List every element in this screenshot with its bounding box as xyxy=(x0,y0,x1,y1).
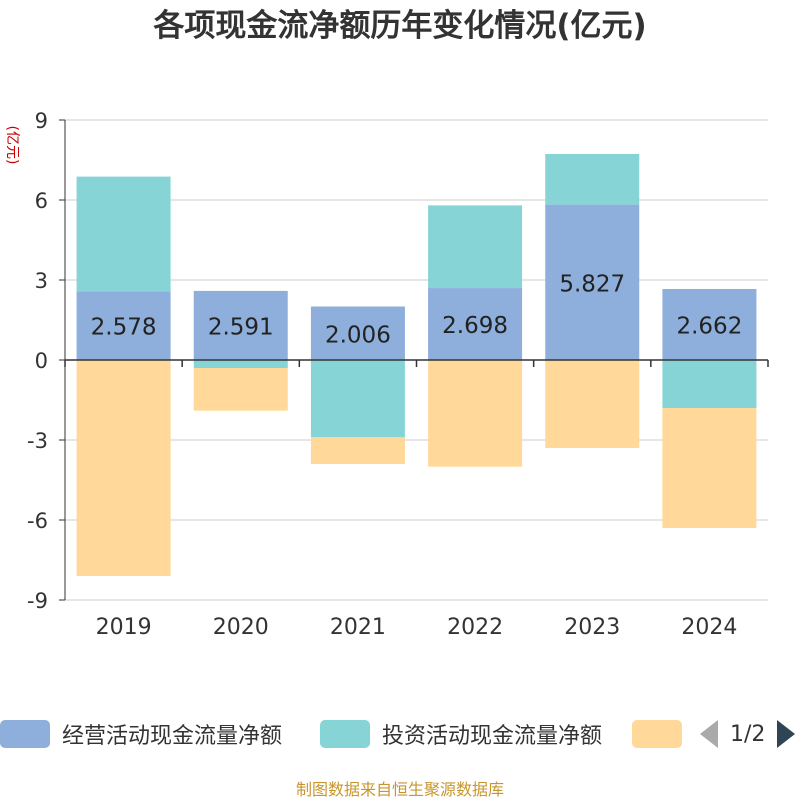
legend: 经营活动现金流量净额 投资活动现金流量净额 1/2 xyxy=(0,716,800,756)
legend-label-investing: 投资活动现金流量净额 xyxy=(382,724,603,749)
y-tick-label: -3 xyxy=(27,429,48,453)
legend-item-operating[interactable]: 经营活动现金流量净额 xyxy=(0,716,282,752)
y-tick-label: 0 xyxy=(35,349,48,373)
y-tick-label: 3 xyxy=(35,269,48,293)
data-label: 2.578 xyxy=(91,315,157,341)
bar-third xyxy=(76,360,171,576)
x-tick-label: 2019 xyxy=(96,615,152,640)
bar-investing xyxy=(662,360,757,408)
y-tick-label: 6 xyxy=(35,189,48,213)
bar-operating xyxy=(428,288,523,360)
y-tick-label: 9 xyxy=(35,109,48,133)
next-page-icon[interactable] xyxy=(777,720,796,748)
bar-investing xyxy=(310,360,405,438)
x-tick-label: 2023 xyxy=(564,615,620,640)
bar-investing xyxy=(193,360,288,368)
legend-swatch-third xyxy=(632,720,682,748)
data-source-note: 制图数据来自恒生聚源数据库 xyxy=(295,780,504,799)
legend-label-operating: 经营活动现金流量净额 xyxy=(62,724,283,749)
y-axis-unit: (亿元) xyxy=(4,126,20,165)
bar-investing xyxy=(428,205,523,289)
legend-swatch-investing xyxy=(320,720,370,748)
bar-operating xyxy=(662,289,757,360)
legend-pager: 1/2 xyxy=(700,716,796,752)
legend-swatch-operating xyxy=(0,720,50,748)
x-tick-label: 2020 xyxy=(213,615,269,640)
chart-title: 各项现金流净额历年变化情况(亿元) xyxy=(153,8,647,44)
data-label: 2.591 xyxy=(208,314,274,340)
x-tick-label: 2021 xyxy=(330,615,386,640)
data-label: 2.006 xyxy=(325,322,391,348)
data-label: 2.698 xyxy=(442,313,508,339)
bar-investing xyxy=(76,176,171,292)
data-label: 5.827 xyxy=(559,271,625,297)
bar-third xyxy=(310,437,405,464)
bar-third xyxy=(193,368,288,411)
y-tick-label: -9 xyxy=(27,589,48,613)
bar-operating xyxy=(76,291,171,360)
y-tick-label: -6 xyxy=(27,509,48,533)
legend-page-indicator: 1/2 xyxy=(730,721,766,747)
bar-operating xyxy=(545,204,640,360)
bar-third xyxy=(428,360,523,467)
bar-third xyxy=(545,360,640,448)
bar-investing xyxy=(545,153,640,205)
bar-chart: (亿元) 9 6 3 0 -3 -6 -9 2019 2020 2021 2022 2023 2024 2.… xyxy=(4,109,769,640)
prev-page-icon[interactable] xyxy=(700,720,718,748)
x-tick-label: 2024 xyxy=(681,615,737,640)
bar-operating xyxy=(310,306,405,360)
bar-third xyxy=(662,408,757,528)
data-label: 2.662 xyxy=(676,314,742,340)
x-tick-label: 2022 xyxy=(447,615,503,640)
legend-item-investing[interactable]: 投资活动现金流量净额 xyxy=(320,716,602,752)
bar-operating xyxy=(193,290,288,360)
legend-item-third[interactable] xyxy=(632,716,682,752)
